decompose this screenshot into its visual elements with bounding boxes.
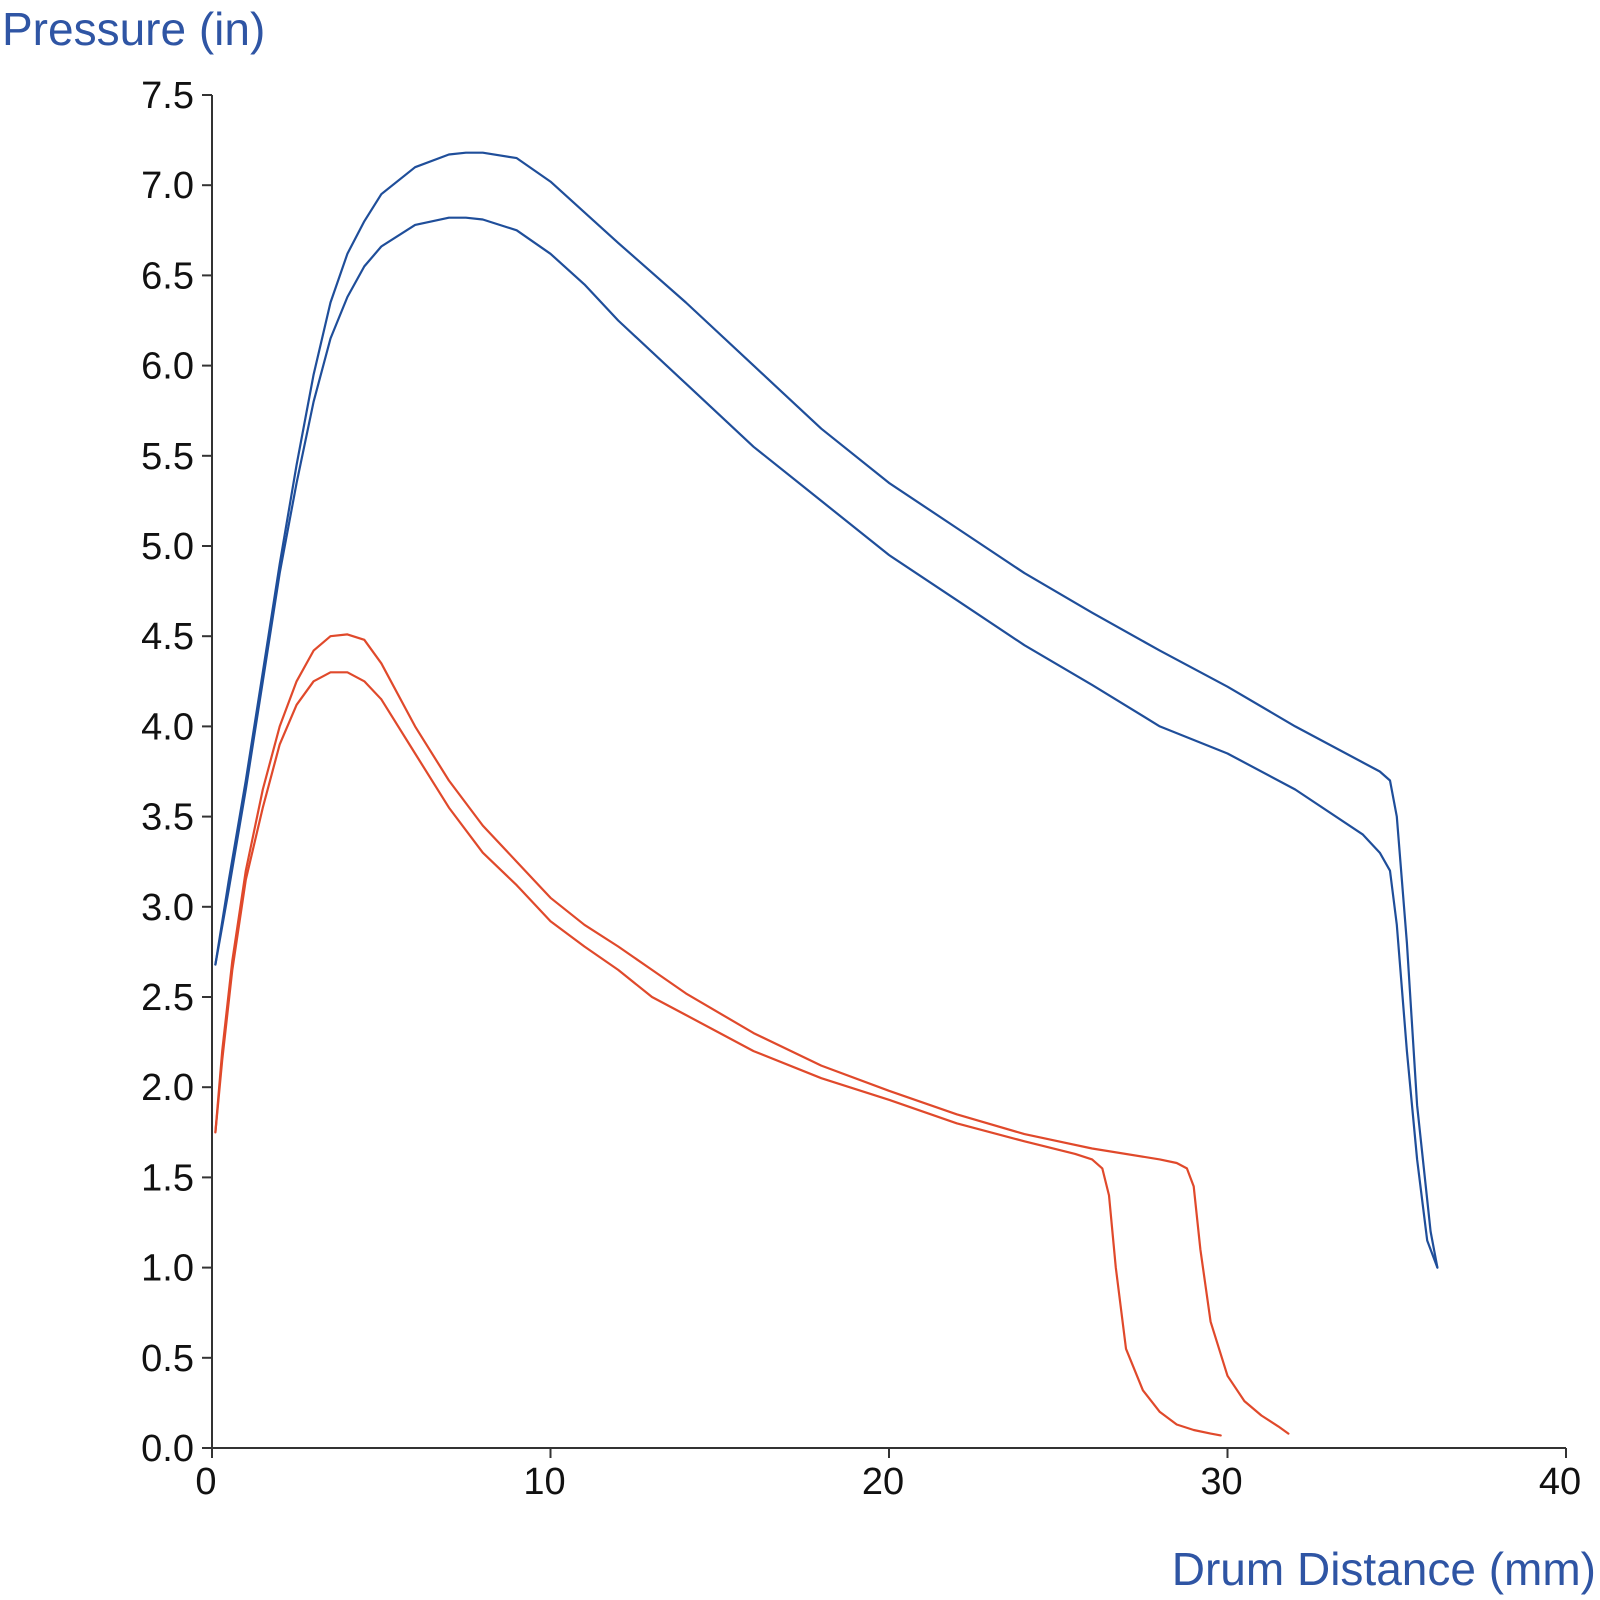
series-line-3	[214, 633, 1290, 1435]
y-tick-label: 4.0	[141, 706, 194, 748]
y-tick-label: 7.5	[141, 75, 194, 117]
series-line-4	[214, 671, 1222, 1437]
x-tick-label: 30	[1200, 1461, 1242, 1503]
x-tick-label: 0	[195, 1461, 216, 1503]
y-tick-label: 1.0	[141, 1248, 194, 1290]
x-axis-title: Drum Distance (mm)	[1172, 1543, 1596, 1595]
series-line-1	[214, 151, 1439, 1269]
axis-ticks: 0.0 0.5 1.0 1.5 2.0 2.5 3.0 3.5 4.0 4.5 5.0 5.5 6.0 6…	[141, 75, 1581, 1503]
y-axis-title: Pressure (in)	[2, 3, 265, 55]
series-group	[214, 151, 1439, 1437]
y-tick-label: 0.0	[141, 1428, 194, 1470]
x-tick-label: 20	[862, 1461, 904, 1503]
x-tick-label: 10	[523, 1461, 565, 1503]
x-tick-label: 40	[1539, 1461, 1581, 1503]
y-tick-label: 2.5	[141, 977, 194, 1019]
y-tick-label: 3.0	[141, 887, 194, 929]
y-tick-label: 6.0	[141, 346, 194, 388]
series-line-2	[214, 216, 1439, 1269]
y-tick-label: 6.5	[141, 255, 194, 297]
y-tick-label: 5.5	[141, 436, 194, 478]
y-tick-label: 3.5	[141, 797, 194, 839]
y-tick-label: 1.5	[141, 1157, 194, 1199]
y-tick-label: 4.5	[141, 616, 194, 658]
y-tick-label: 2.0	[141, 1067, 194, 1109]
y-tick-label: 0.5	[141, 1338, 194, 1380]
y-tick-label: 5.0	[141, 526, 194, 568]
y-tick-label: 7.0	[141, 165, 194, 207]
